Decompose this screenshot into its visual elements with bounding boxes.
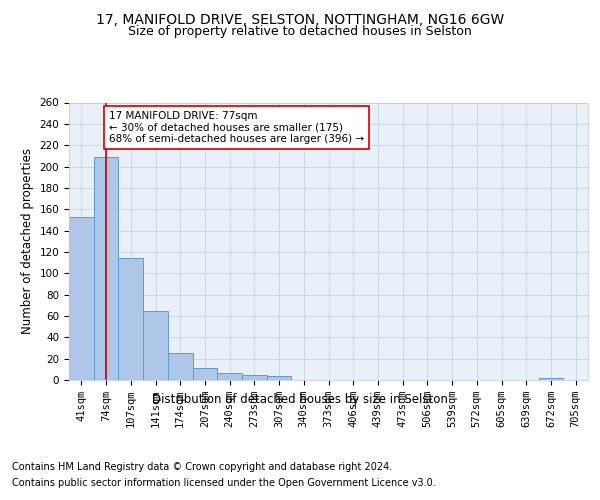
Bar — [193, 368, 217, 380]
Bar — [69, 216, 94, 380]
Text: Contains HM Land Registry data © Crown copyright and database right 2024.: Contains HM Land Registry data © Crown c… — [12, 462, 392, 472]
Bar — [168, 354, 193, 380]
Text: 17, MANIFOLD DRIVE, SELSTON, NOTTINGHAM, NG16 6GW: 17, MANIFOLD DRIVE, SELSTON, NOTTINGHAM,… — [96, 12, 504, 26]
Bar — [143, 310, 168, 380]
Text: Size of property relative to detached houses in Selston: Size of property relative to detached ho… — [128, 25, 472, 38]
Text: 17 MANIFOLD DRIVE: 77sqm
← 30% of detached houses are smaller (175)
68% of semi-: 17 MANIFOLD DRIVE: 77sqm ← 30% of detach… — [109, 111, 364, 144]
Text: Distribution of detached houses by size in Selston: Distribution of detached houses by size … — [152, 392, 448, 406]
Bar — [94, 157, 118, 380]
Text: Contains public sector information licensed under the Open Government Licence v3: Contains public sector information licen… — [12, 478, 436, 488]
Y-axis label: Number of detached properties: Number of detached properties — [21, 148, 34, 334]
Bar — [242, 374, 267, 380]
Bar — [118, 258, 143, 380]
Bar — [267, 376, 292, 380]
Bar — [217, 372, 242, 380]
Bar — [539, 378, 563, 380]
